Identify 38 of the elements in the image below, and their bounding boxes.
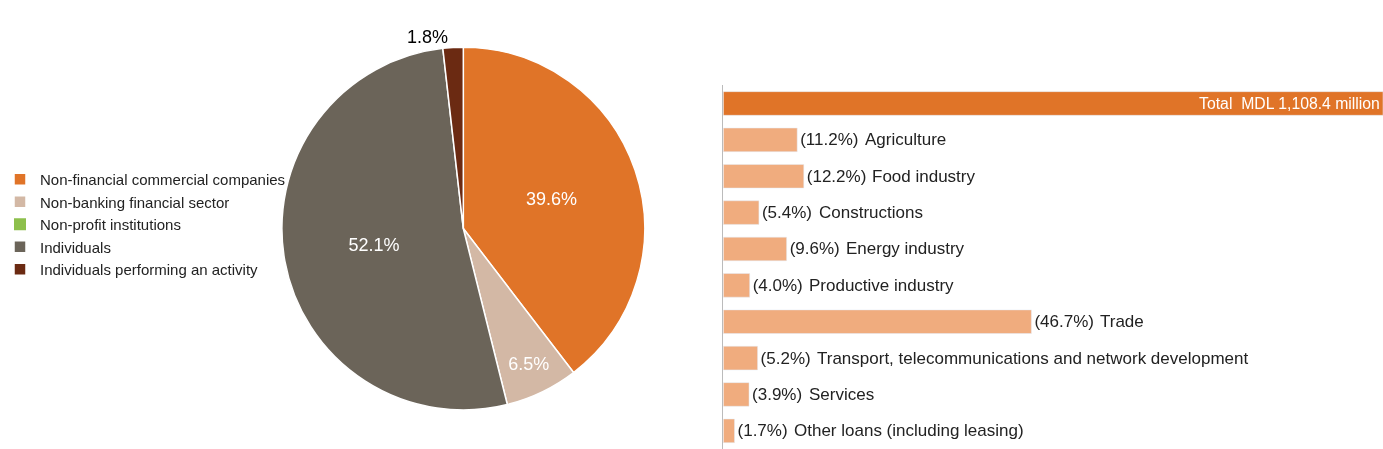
data-label: 39.6% [526, 188, 578, 209]
category-label: Food industry [872, 167, 975, 186]
data-label: (12.2%) [806, 166, 867, 186]
bar [723, 309, 1032, 334]
data-label: (4.0%) [752, 275, 803, 295]
category-label: Total MDL 1,108.4 million [1199, 94, 1380, 112]
category-label: Productive industry [809, 276, 954, 295]
data-label: 1.8% [407, 27, 449, 48]
data-label: (11.2%) [800, 130, 859, 150]
legend-label: Non-financial commercial companies [40, 171, 286, 189]
data-label: 52.1% [348, 234, 400, 255]
category-label: Constructions [819, 203, 923, 222]
data-label: 6.5% [508, 354, 550, 375]
bar [723, 236, 787, 262]
data-label: (5.2%) [760, 348, 811, 368]
data-label: (3.9%) [752, 384, 803, 404]
bar [723, 382, 750, 407]
category-label: Agriculture [865, 130, 947, 149]
category-label: Services [809, 385, 875, 404]
category-label: Other loans (including leasing) [794, 421, 1024, 440]
data-label: (46.7%) [1034, 312, 1094, 332]
bar [723, 346, 758, 371]
legend-label: Individuals performing an activity [40, 261, 259, 279]
bar [723, 200, 760, 225]
legend-label: Non-profit institutions [40, 216, 181, 234]
data-label: (9.6%) [789, 239, 840, 259]
bar [723, 127, 798, 152]
data-label: (5.4%) [761, 203, 813, 223]
bar [723, 91, 1383, 116]
data-label: (1.7%) [737, 421, 788, 441]
bar [723, 273, 750, 298]
bar [723, 418, 735, 443]
category-label: Energy industry [846, 239, 965, 258]
bar [723, 164, 805, 189]
category-label: Trade [1100, 312, 1144, 331]
category-label: Transport, telecommunications and network development [817, 349, 1249, 368]
legend-label: Individuals [40, 238, 111, 256]
legend-label: Non-banking financial sector [40, 193, 230, 211]
